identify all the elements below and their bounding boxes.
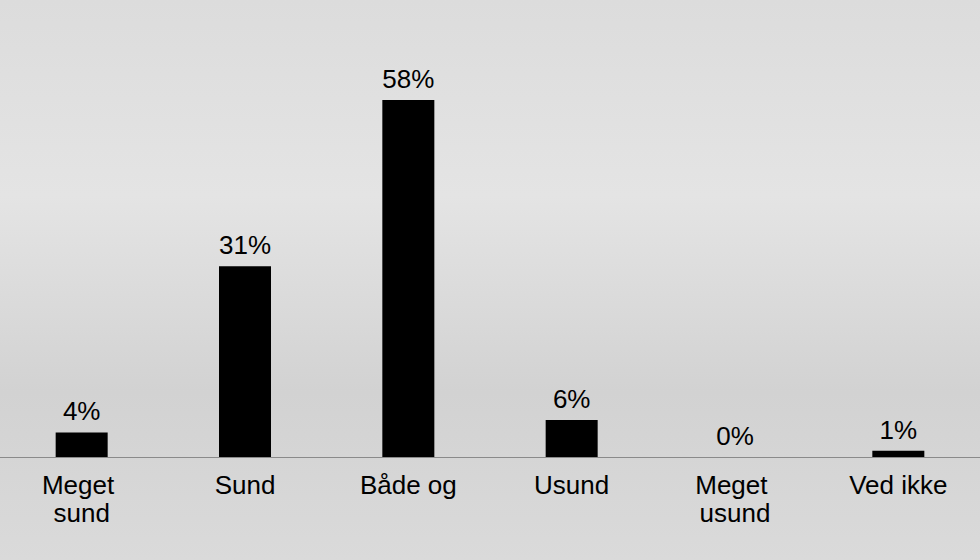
- svg-text:31%: 31%: [219, 230, 271, 260]
- svg-text:0%: 0%: [716, 421, 754, 451]
- svg-text:1%: 1%: [880, 415, 918, 445]
- svg-text:Usund: Usund: [534, 470, 609, 500]
- svg-text:Meget: Meget: [42, 470, 122, 500]
- svg-text:Meget: Meget: [695, 470, 775, 500]
- svg-text:Sund: Sund: [215, 470, 276, 500]
- svg-text:sund: sund: [53, 498, 109, 528]
- svg-text:6%: 6%: [553, 384, 591, 414]
- svg-text:58%: 58%: [382, 64, 434, 94]
- svg-text:Både og: Både og: [360, 470, 457, 500]
- svg-text:4%: 4%: [63, 396, 101, 426]
- svg-text:usund: usund: [700, 498, 771, 528]
- svg-text:Ved ikke: Ved ikke: [849, 470, 947, 500]
